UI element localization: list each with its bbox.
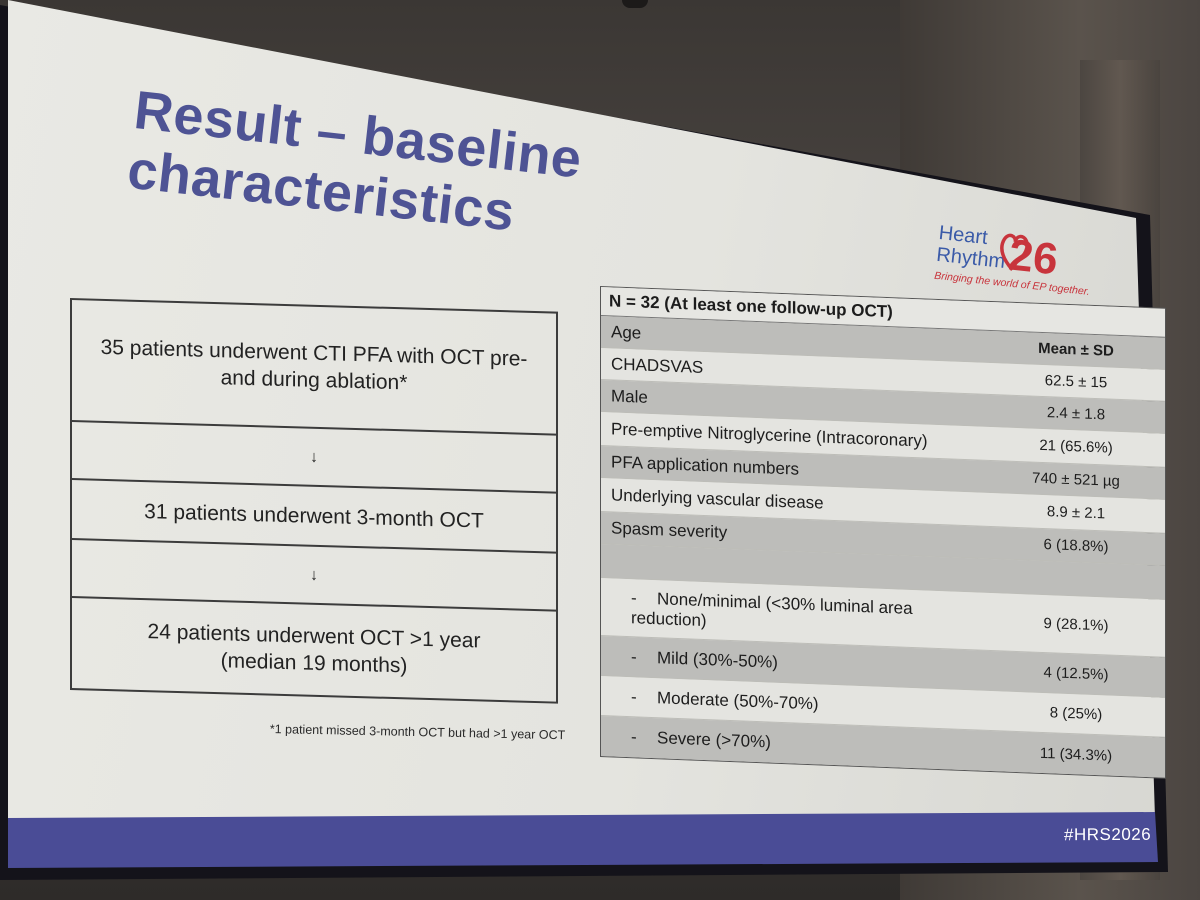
row-value: 11 (34.3%) xyxy=(1039,744,1113,765)
row-value: Mean ± SD xyxy=(1038,339,1114,360)
row-label: - Severe (>70%) xyxy=(601,726,987,761)
row-value: 62.5 ± 15 xyxy=(1044,372,1108,392)
baseline-table: N = 32 (At least one follow-up OCT) Age … xyxy=(600,286,1166,779)
logo-year: 26 xyxy=(1006,230,1061,285)
row-value: 21 (65.6%) xyxy=(1039,436,1113,457)
row-label-text: None/minimal (<30% luminal area reductio… xyxy=(631,588,913,630)
hashtag: #HRS2026 xyxy=(1063,824,1152,845)
row-value: 4 (12.5%) xyxy=(1043,664,1109,684)
row-dash: - xyxy=(631,727,637,747)
row-label-text: Moderate (50%-70%) xyxy=(657,687,819,713)
row-dash: - xyxy=(631,646,637,666)
heart-swirl-icon xyxy=(1000,233,1029,271)
row-label: - Mild (30%-50%) xyxy=(601,646,987,681)
row-label-text: Severe (>70%) xyxy=(657,728,771,752)
row-dash: - xyxy=(631,686,637,706)
flow-step-1: 35 patients underwent CTI PFA with OCT p… xyxy=(72,300,556,436)
ceiling-light xyxy=(622,0,648,8)
row-label: - Moderate (50%-70%) xyxy=(601,686,987,721)
row-value: 9 (28.1%) xyxy=(1043,615,1109,635)
row-value: 740 ± 521 µg xyxy=(1032,469,1120,490)
heart-rhythm-logo: Heart Rhythm 26 Bringing the world of EP… xyxy=(931,222,1100,328)
row-value: 6 (18.8%) xyxy=(1043,536,1109,556)
row-value xyxy=(987,575,1165,582)
row-label-text: Mild (30%-50%) xyxy=(657,647,778,672)
row-value: 2.4 ± 1.8 xyxy=(1046,404,1106,424)
patient-flowchart: 35 patients underwent CTI PFA with OCT p… xyxy=(70,298,558,704)
row-label xyxy=(601,561,987,576)
flow-step-3: 24 patients underwent OCT >1 year (media… xyxy=(72,598,556,702)
row-label: - None/minimal (<30% luminal area reducti… xyxy=(601,587,987,642)
row-dash: - xyxy=(631,587,637,607)
row-value: 8.9 ± 2.1 xyxy=(1046,503,1106,523)
row-value: 8 (25%) xyxy=(1049,704,1103,724)
